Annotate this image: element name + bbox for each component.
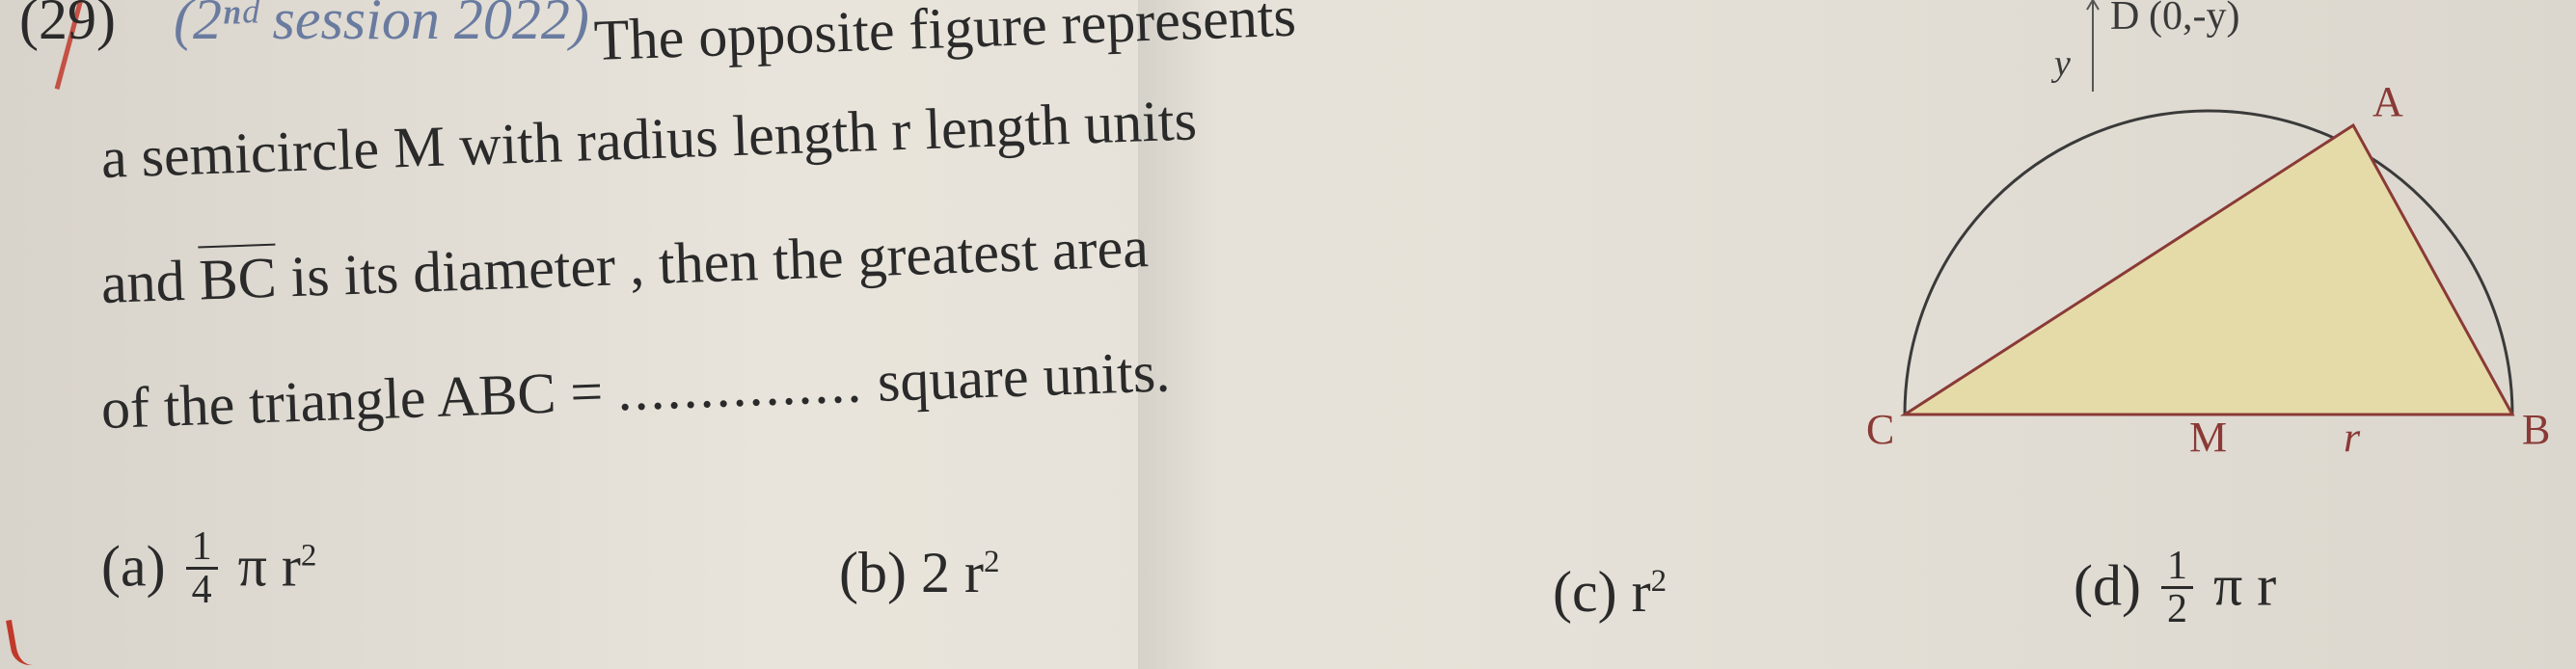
option-b: (b) 2 r2 [839,540,999,606]
diagram-svg: D (0,-y) y A C M r B [1852,0,2556,463]
coord-d: (0,-y) [2149,0,2239,39]
option-d: (d) 12 π r [2074,549,2276,633]
question-number: (29) [19,0,116,53]
label-d: D [2110,0,2139,39]
stem-line-4-post: square units. [862,339,1171,414]
label-a: A [2373,78,2403,125]
fraction-icon: 12 [2161,546,2193,629]
option-b-exponent: 2 [984,545,1000,579]
stem-line-3-pre: and [100,248,201,315]
semicircle-diagram: D (0,-y) y A C M r B [1852,0,2556,463]
triangle-abc [1905,125,2512,415]
option-c-exponent: 2 [1651,564,1668,599]
stem-line-3-post: is its diameter , then the greatest area [275,215,1149,309]
option-c-label: (c) r [1553,560,1651,624]
option-d-denominator: 2 [2161,589,2193,629]
stem-line-3: and BC is its diameter , then the greate… [100,214,1150,317]
stem-line-4: of the triangle ABC = ............... sq… [100,338,1171,442]
option-d-label: (d) [2074,553,2156,617]
stem-line-4-pre: of the triangle ABC = [100,359,618,441]
option-a-numerator: 1 [186,526,218,570]
option-a-exponent: 2 [301,538,317,573]
option-d-tail: π r [2199,553,2276,617]
label-m: M [2189,414,2227,461]
segment-bc: BC [198,246,277,312]
option-c: (c) r2 [1553,559,1667,626]
stem-line-1: The opposite figure represents [593,0,1297,74]
option-a: (a) 14 π r2 [101,530,316,614]
option-a-label: (a) [101,534,180,598]
stem-line-2: a semicircle M with radius length r leng… [100,87,1198,192]
session-label: (2ⁿᵈ session 2022) [174,0,589,53]
question-content: (29) (2ⁿᵈ session 2022) The opposite fig… [0,0,2576,669]
label-c: C [1866,406,1894,453]
label-r: r [2344,414,2361,461]
blank-dots: ............... [616,350,864,422]
label-y-axis: y [2050,43,2071,84]
label-b: B [2522,406,2550,453]
option-a-tail: π r [224,534,301,598]
fraction-icon: 14 [186,526,218,610]
option-b-label: (b) 2 r [839,541,984,604]
option-a-denominator: 4 [186,570,218,610]
option-d-numerator: 1 [2161,546,2193,589]
